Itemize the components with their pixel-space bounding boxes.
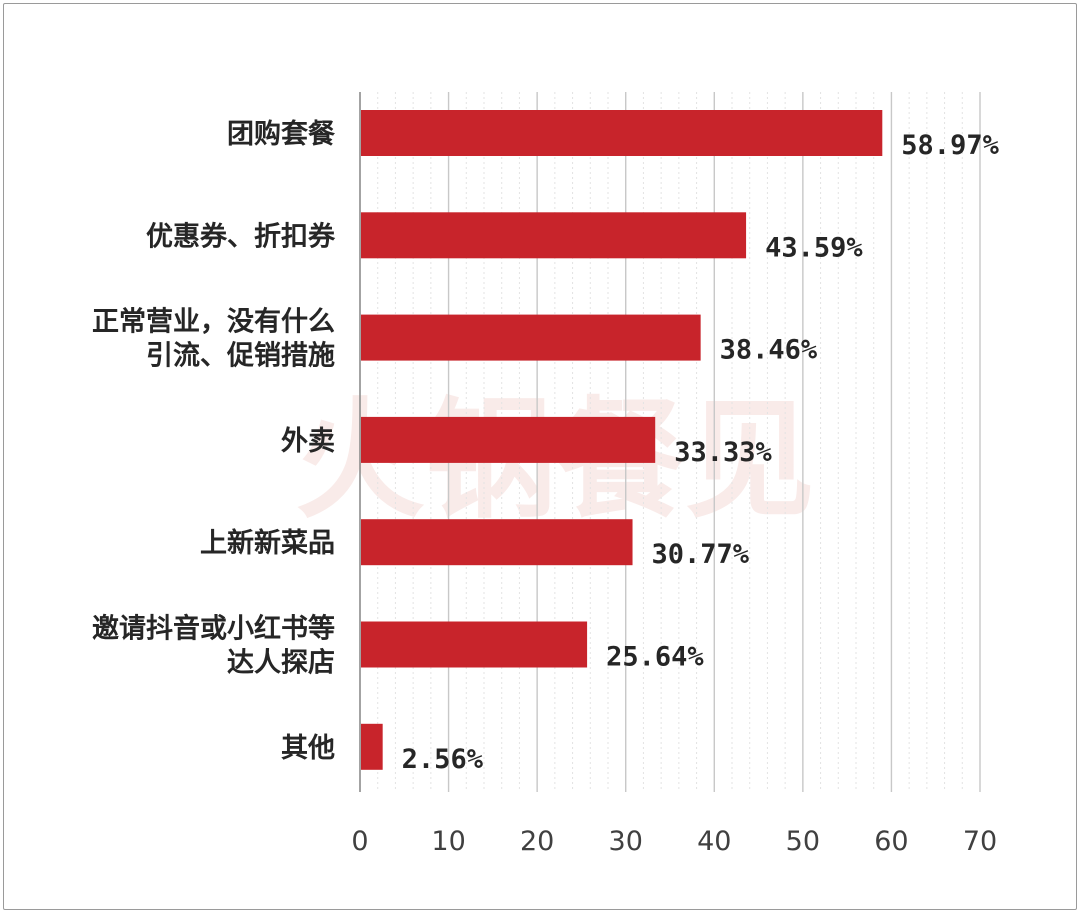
bar — [361, 416, 656, 463]
value-label: 33.33% — [674, 437, 772, 468]
bar — [361, 110, 883, 156]
category-label: 邀请抖音或小红书等 — [92, 613, 335, 645]
category-label: 正常营业，没有什么 — [92, 307, 335, 338]
x-tick-label: 40 — [697, 826, 731, 857]
x-tick-label: 0 — [351, 826, 368, 857]
bar — [361, 621, 588, 668]
x-tick-label: 10 — [431, 826, 465, 857]
x-tick-label: 20 — [520, 826, 554, 857]
category-label: 其他 — [281, 733, 335, 764]
bar — [361, 723, 383, 770]
value-label: 30.77% — [652, 539, 750, 570]
category-label: 引流、促销措施 — [146, 341, 335, 372]
category-label: 优惠券、折扣券 — [146, 220, 336, 252]
x-tick-label: 50 — [786, 826, 820, 857]
value-label: 58.97% — [901, 130, 999, 161]
category-label: 上新新菜品 — [200, 527, 335, 559]
x-tick-label: 60 — [874, 826, 908, 857]
value-label: 25.64% — [606, 642, 704, 673]
value-label: 2.56% — [402, 744, 484, 775]
bar — [361, 212, 747, 259]
labels: 58.97% 团购套餐 43.59% 优惠券、折扣券 38.46% 正常营业，没有什么引流… — [92, 119, 1000, 775]
category-label: 外卖 — [281, 426, 335, 457]
category-label: 达人探店 — [227, 648, 335, 679]
bar — [361, 519, 633, 566]
bars — [361, 110, 883, 770]
category-label: 团购套餐 — [227, 119, 336, 150]
value-label: 38.46% — [720, 335, 818, 366]
axes: 0 10 20 30 40 50 60 70 — [351, 92, 997, 857]
x-tick-label: 30 — [609, 826, 643, 857]
bar — [361, 314, 701, 361]
value-label: 43.59% — [765, 232, 863, 263]
x-tick-label: 70 — [963, 826, 997, 857]
